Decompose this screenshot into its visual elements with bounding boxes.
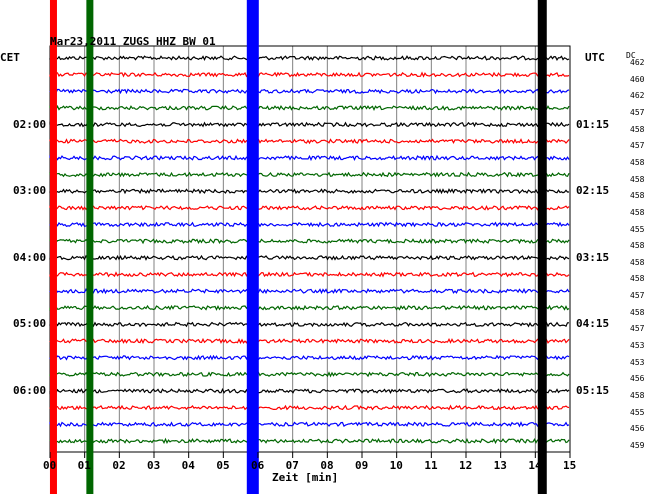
seismic-trace-17	[49, 337, 570, 345]
dc-column-label: DC	[626, 51, 636, 60]
dc-value-22: 456	[630, 424, 645, 434]
seismic-trace-1	[49, 71, 570, 78]
x-tick-label-5: 05	[216, 459, 230, 472]
x-tick-label-10: 10	[389, 459, 403, 472]
signal-band-3	[537, 0, 547, 494]
utc-time-label-1: 02:15	[576, 184, 610, 198]
dc-value-23: 459	[630, 440, 645, 450]
x-tick-label-6: 06	[251, 459, 265, 472]
dc-value-16: 457	[630, 324, 645, 334]
cet-time-label-3: 05:00	[13, 317, 47, 331]
seismic-trace-7	[49, 171, 570, 178]
seismic-trace-21	[49, 404, 570, 411]
chart-title: Mar23,2011 ZUGS HHZ BW 01	[50, 35, 216, 48]
x-tick-label-3: 03	[147, 459, 161, 472]
dc-value-11: 458	[630, 241, 645, 251]
dc-value-2: 462	[630, 91, 645, 101]
cet-time-label-4: 06:00	[13, 384, 47, 397]
dc-value-13: 458	[630, 274, 645, 284]
dc-value-20: 458	[630, 391, 645, 400]
seismic-trace-9	[49, 204, 570, 211]
right-axis-label: UTC	[585, 51, 605, 64]
x-tick-label-12: 12	[459, 459, 473, 472]
dc-value-17: 453	[630, 341, 645, 351]
seismic-trace-15	[49, 304, 570, 312]
dc-value-19: 456	[630, 374, 645, 384]
x-tick-label-8: 08	[320, 459, 334, 472]
dc-value-12: 458	[630, 257, 645, 267]
seismic-trace-2	[49, 88, 570, 95]
dc-value-10: 455	[630, 224, 645, 234]
dc-value-7: 458	[630, 174, 645, 184]
x-tick-label-11: 11	[424, 459, 438, 472]
dc-value-6: 458	[630, 157, 645, 167]
dc-value-4: 458	[630, 124, 645, 134]
seismic-trace-3	[49, 104, 570, 112]
dc-value-9: 458	[630, 207, 645, 217]
x-tick-label-15: 15	[563, 459, 577, 472]
seismic-trace-0	[49, 55, 570, 61]
left-axis-label: CET	[0, 51, 20, 64]
seismic-trace-4	[49, 121, 570, 128]
seismic-trace-18	[49, 354, 570, 361]
cet-time-label-0: 02:00	[13, 117, 47, 131]
signal-band-0	[49, 0, 57, 494]
seismic-trace-19	[49, 371, 570, 378]
x-tick-label-4: 04	[181, 459, 195, 472]
seismic-trace-8	[49, 188, 569, 195]
x-tick-label-14: 14	[528, 459, 542, 472]
dc-value-5: 457	[630, 141, 645, 151]
dc-value-8: 458	[630, 191, 645, 201]
x-axis-label: Zeit [min]	[272, 471, 339, 484]
seismic-trace-16	[49, 321, 569, 328]
signal-band-2	[246, 0, 259, 494]
dc-value-0: 462	[630, 58, 645, 67]
seismic-trace-22	[49, 421, 570, 428]
dc-value-18: 453	[630, 357, 645, 367]
seismic-trace-12	[49, 254, 570, 261]
dc-value-1: 460	[630, 74, 645, 84]
x-tick-label-9: 09	[355, 459, 369, 472]
x-tick-label-0: 00	[43, 459, 57, 472]
x-tick-label-2: 02	[112, 459, 126, 472]
x-tick-label-1: 01	[77, 459, 91, 472]
utc-time-label-2: 03:15	[576, 250, 610, 264]
dc-value-14: 457	[630, 291, 645, 301]
seismic-trace-11	[49, 238, 570, 245]
x-tick-label-13: 13	[493, 459, 507, 472]
dc-value-3: 457	[630, 107, 645, 117]
seismic-trace-6	[49, 154, 570, 162]
seismic-trace-20	[49, 387, 570, 395]
utc-time-label-4: 05:15	[576, 384, 610, 397]
seismic-trace-13	[49, 271, 570, 278]
utc-time-label-0: 01:15	[576, 117, 610, 131]
seismic-trace-14	[49, 287, 570, 295]
signal-band-1	[86, 0, 94, 494]
dc-value-15: 458	[630, 307, 645, 317]
seismic-trace-10	[49, 221, 570, 228]
seismic-trace-23	[49, 437, 570, 445]
cet-time-label-1: 03:00	[13, 184, 47, 198]
x-tick-label-7: 07	[285, 459, 299, 472]
cet-time-label-2: 04:00	[13, 250, 47, 264]
dc-value-21: 455	[630, 407, 645, 417]
utc-time-label-3: 04:15	[576, 317, 610, 331]
seismic-trace-5	[49, 138, 570, 145]
